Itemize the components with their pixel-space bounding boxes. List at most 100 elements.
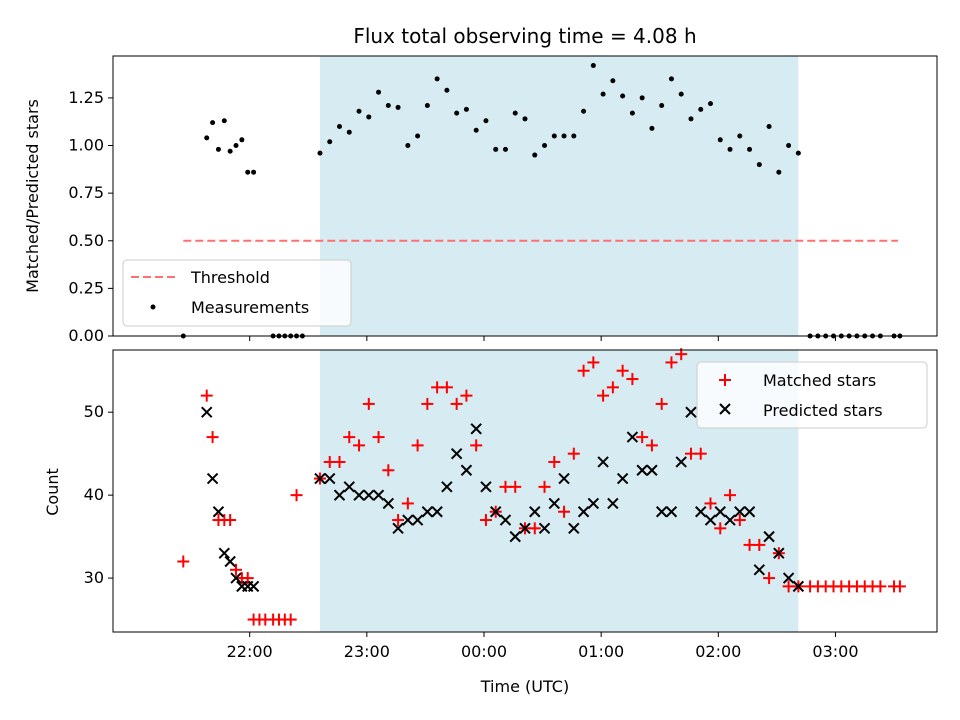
measurement-point	[571, 133, 577, 139]
y-tick-label: 30	[84, 568, 104, 587]
predicted-star-point	[626, 431, 639, 443]
matched-star-point	[479, 514, 492, 527]
matched-star-point	[241, 572, 254, 585]
x-tick-label: 23:00	[344, 642, 390, 661]
measurement-point	[376, 89, 382, 95]
matched-star-point	[343, 431, 356, 444]
matched-star-point	[645, 439, 658, 452]
predicted-star-point	[695, 506, 707, 518]
measurement-point	[245, 169, 251, 175]
chart-title: Flux total observing time = 4.08 h	[353, 24, 696, 48]
bottom-y-ticks: 30 40 50	[84, 402, 113, 587]
predicted-star-point	[743, 506, 756, 518]
measurement-point	[395, 104, 401, 110]
predicted-star-point	[411, 514, 424, 526]
measurement-point	[346, 129, 352, 135]
measurement-point	[776, 169, 782, 175]
matched-star-point	[724, 489, 737, 502]
measurement-point	[649, 125, 655, 131]
y-tick-label: 0.25	[68, 278, 104, 297]
predicted-star-point	[224, 555, 236, 568]
measurement-point	[227, 148, 233, 154]
bottom-axes-frame	[112, 349, 938, 633]
matched-star-point	[177, 555, 190, 568]
predicted-star-point	[636, 464, 648, 476]
top-y-ticks: 0.00 0.25 0.50 0.75 1.00 1.25	[68, 88, 113, 345]
predicted-star-point	[314, 472, 326, 485]
predicted-star-point	[324, 472, 336, 485]
predicted-star-point	[392, 522, 404, 535]
measurement-point	[405, 143, 411, 149]
matched-star-point	[401, 497, 414, 510]
predicted-star-point	[441, 481, 453, 493]
measurement-point	[659, 103, 665, 109]
measurement-point	[688, 116, 694, 122]
matched-star-point	[616, 364, 629, 377]
predicted-star-point	[450, 447, 463, 460]
matched-star-point	[392, 514, 405, 527]
matched-star-point	[509, 480, 522, 493]
measurements-legend-label: Measurements	[191, 298, 309, 317]
measurement-point	[707, 101, 713, 107]
measurement-point	[204, 135, 210, 141]
predicted-star-point	[431, 506, 443, 518]
x-tick-label: 03:00	[812, 642, 858, 661]
matched-star-point	[577, 364, 590, 377]
x-tick-label: 01:00	[578, 642, 624, 661]
matched-star-point	[538, 480, 551, 493]
x-tick-label: 22:00	[227, 642, 273, 661]
measurement-point	[233, 143, 239, 149]
predicted-star-point	[382, 497, 395, 510]
matched-star-point	[704, 497, 717, 510]
matched-star-point	[626, 373, 639, 386]
predicted-star-point	[218, 547, 231, 559]
bottom-y-axis-label: Count	[43, 468, 62, 516]
matched-star-point	[372, 431, 385, 444]
top-y-axis-label: Matched/Predicted stars	[23, 99, 42, 293]
predicted-star-point	[480, 481, 492, 493]
matched-star-point	[200, 389, 213, 402]
x-tick-label: 02:00	[695, 642, 741, 661]
predicted-star-point	[587, 497, 600, 510]
predicted-star-point	[548, 497, 560, 510]
measurement-point	[522, 116, 528, 122]
matched-star-point	[440, 381, 453, 394]
matched-star-point	[753, 538, 766, 551]
measurement-point	[444, 87, 450, 93]
predicted-star-point	[212, 506, 225, 518]
predicted-star-point	[538, 522, 551, 535]
threshold-legend-label: Threshold	[190, 268, 270, 287]
predicted-star-point	[685, 406, 697, 418]
y-tick-label: 0.00	[68, 326, 104, 345]
count-points	[177, 348, 906, 626]
matched-star-point	[290, 489, 303, 502]
predicted-legend-label: Predicted stars	[763, 401, 883, 420]
measurement-point	[698, 106, 704, 112]
predicted-star-point	[499, 514, 512, 526]
measurement-point	[590, 63, 596, 69]
measurement-point	[727, 146, 733, 152]
predicted-star-point	[773, 547, 785, 559]
matched-star-point	[636, 431, 649, 444]
predicted-star-point	[616, 472, 629, 485]
measurement-point	[356, 108, 362, 114]
matched-star-point	[528, 522, 541, 535]
bottom-legend: Matched stars Predicted stars	[696, 361, 928, 429]
matched-star-point	[655, 397, 668, 410]
bottom-panel: 30 40 50 22:00 23:00 00:00 01:00 02:00 03:00 Co…	[43, 348, 938, 696]
predicted-star-point	[558, 472, 570, 485]
measurement-point	[424, 103, 430, 109]
matched-star-point	[558, 505, 571, 518]
matched-star-point	[333, 455, 346, 468]
measurement-point	[251, 169, 257, 175]
measurement-point	[493, 146, 499, 152]
top-legend-box	[122, 259, 352, 327]
matched-star-point	[224, 514, 237, 527]
y-tick-label: 0.75	[68, 183, 104, 202]
predicted-star-point	[724, 514, 736, 526]
matched-star-point	[230, 563, 243, 576]
predicted-star-point	[460, 464, 473, 476]
matched-star-point	[714, 522, 727, 535]
predicted-star-point	[509, 530, 521, 543]
